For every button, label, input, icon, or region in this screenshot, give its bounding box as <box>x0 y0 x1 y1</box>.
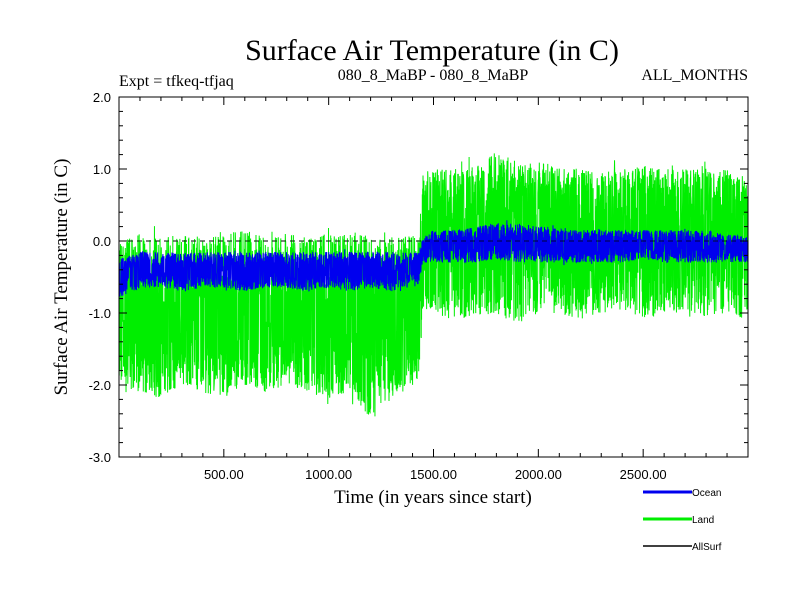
chart-subtitle-left: Expt = tfkeq-tfjaq <box>119 73 234 90</box>
chart-title: Surface Air Temperature (in C) <box>245 34 619 67</box>
y-axis-label: Surface Air Temperature (in C) <box>51 159 72 396</box>
legend-label-allsurf: AllSurf <box>692 542 722 553</box>
x-tick-label: 1500.00 <box>410 467 457 482</box>
x-axis-label: Time (in years since start) <box>334 487 532 508</box>
legend: Ocean Land AllSurf <box>643 488 722 553</box>
y-tick-label: -1.0 <box>89 306 111 321</box>
x-axis: 500.00 1000.00 1500.00 2000.00 2500.00 <box>139 97 728 482</box>
x-tick-label: 500.00 <box>204 467 244 482</box>
y-tick-label: 2.0 <box>93 90 111 105</box>
legend-label-ocean: Ocean <box>692 488 721 499</box>
y-tick-label: -3.0 <box>89 450 111 465</box>
legend-label-land: Land <box>692 515 714 526</box>
series-line-ocean <box>119 220 748 297</box>
y-axis: 2.0 1.0 0.0 -1.0 -2.0 -3.0 <box>89 90 748 465</box>
y-tick-label: 1.0 <box>93 162 111 177</box>
x-tick-label: 2000.00 <box>515 467 562 482</box>
x-tick-label: 2500.00 <box>620 467 667 482</box>
y-tick-label: -2.0 <box>89 378 111 393</box>
x-tick-label: 1000.00 <box>305 467 352 482</box>
chart-subtitle-center: 080_8_MaBP - 080_8_MaBP <box>338 67 529 84</box>
y-tick-label: 0.0 <box>93 234 111 249</box>
series-line-land <box>119 153 748 417</box>
plot-area <box>119 153 748 417</box>
chart-subtitle-right: ALL_MONTHS <box>641 67 748 84</box>
